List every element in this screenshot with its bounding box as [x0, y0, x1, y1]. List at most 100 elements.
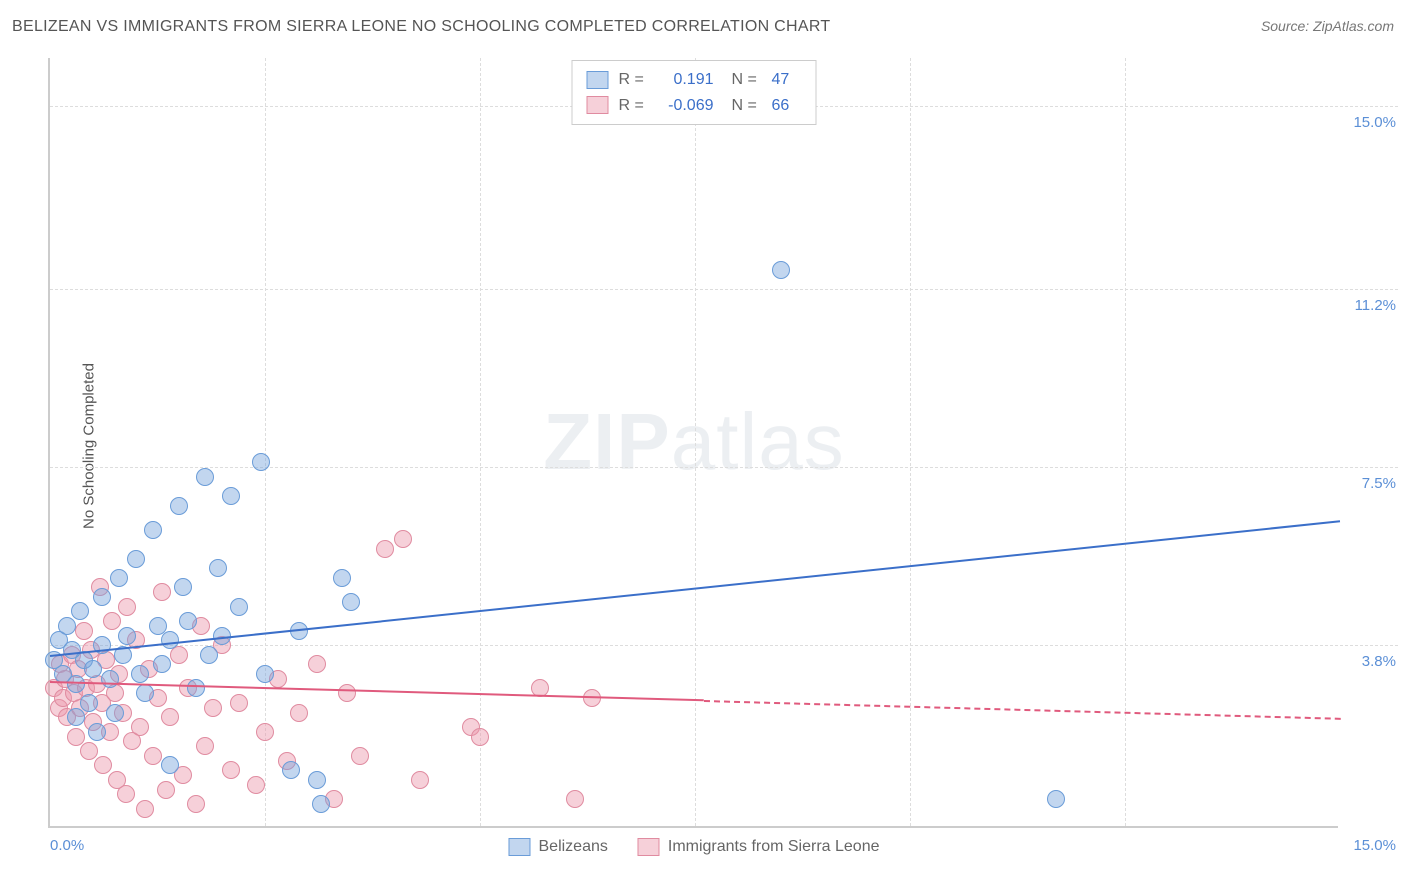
scatter-point-a	[67, 708, 85, 726]
gridline-horizontal	[50, 645, 1398, 646]
scatter-point-a	[256, 665, 274, 683]
x-axis-min-label: 0.0%	[50, 837, 84, 854]
watermark-bold: ZIP	[543, 397, 670, 486]
y-tick-label: 15.0%	[1344, 114, 1396, 131]
gridline-vertical	[695, 58, 696, 826]
scatter-point-b	[308, 655, 326, 673]
scatter-point-b	[157, 781, 175, 799]
scatter-point-a	[93, 588, 111, 606]
scatter-point-b	[67, 728, 85, 746]
legend-r-label: R =	[619, 93, 649, 119]
scatter-point-a	[88, 723, 106, 741]
series-legend-label: Belizeans	[538, 838, 607, 856]
scatter-point-a	[136, 684, 154, 702]
series-legend-label: Immigrants from Sierra Leone	[668, 838, 880, 856]
watermark-rest: atlas	[671, 397, 845, 486]
scatter-point-a	[174, 578, 192, 596]
scatter-point-a	[106, 704, 124, 722]
chart-title: BELIZEAN VS IMMIGRANTS FROM SIERRA LEONE…	[12, 18, 831, 36]
scatter-point-b	[222, 761, 240, 779]
gridline-horizontal	[50, 289, 1398, 290]
legend-n-value: 47	[772, 67, 802, 93]
scatter-point-b	[471, 728, 489, 746]
gridline-vertical	[480, 58, 481, 826]
correlation-legend-row: R =-0.069N =66	[587, 93, 802, 119]
correlation-legend-row: R = 0.191 N = 47	[587, 67, 802, 93]
scatter-point-b	[256, 723, 274, 741]
scatter-point-b	[80, 742, 98, 760]
scatter-point-a	[131, 665, 149, 683]
y-tick-label: 11.2%	[1344, 297, 1396, 314]
scatter-point-b	[153, 583, 171, 601]
scatter-point-b	[290, 704, 308, 722]
scatter-point-b	[187, 795, 205, 813]
scatter-point-a	[58, 617, 76, 635]
y-tick-label: 3.8%	[1344, 653, 1396, 670]
scatter-point-a	[772, 261, 790, 279]
scatter-point-a	[282, 761, 300, 779]
scatter-point-a	[1047, 790, 1065, 808]
scatter-point-a	[333, 569, 351, 587]
source-label: Source: ZipAtlas.com	[1261, 18, 1394, 34]
series-legend: Belizeans Immigrants from Sierra Leone	[508, 838, 879, 856]
legend-swatch	[587, 71, 609, 89]
scatter-point-b	[247, 776, 265, 794]
scatter-point-b	[103, 612, 121, 630]
scatter-point-a	[110, 569, 128, 587]
scatter-point-a	[312, 795, 330, 813]
scatter-point-a	[149, 617, 167, 635]
scatter-point-a	[196, 468, 214, 486]
scatter-point-a	[308, 771, 326, 789]
series-legend-item: Immigrants from Sierra Leone	[638, 838, 880, 856]
scatter-point-a	[161, 756, 179, 774]
scatter-point-a	[342, 593, 360, 611]
scatter-point-a	[127, 550, 145, 568]
scatter-point-b	[117, 785, 135, 803]
scatter-point-b	[230, 694, 248, 712]
scatter-point-b	[566, 790, 584, 808]
scatter-point-a	[230, 598, 248, 616]
plot-area: ZIPatlas R =0.191N =47R =-0.069N =66 0.0…	[48, 58, 1338, 828]
scatter-point-b	[411, 771, 429, 789]
scatter-point-a	[252, 453, 270, 471]
scatter-point-b	[94, 756, 112, 774]
scatter-point-b	[144, 747, 162, 765]
scatter-point-a	[161, 631, 179, 649]
correlation-legend: R =0.191N =47R =-0.069N =66	[572, 60, 817, 125]
gridline-vertical	[910, 58, 911, 826]
scatter-point-b	[161, 708, 179, 726]
scatter-point-b	[75, 622, 93, 640]
scatter-point-a	[209, 559, 227, 577]
legend-n-label: N =	[732, 67, 762, 93]
x-axis-max-label: 15.0%	[1353, 837, 1396, 854]
scatter-point-a	[170, 497, 188, 515]
legend-n-label: N =	[732, 93, 762, 119]
watermark: ZIPatlas	[543, 396, 844, 488]
scatter-point-b	[136, 800, 154, 818]
scatter-point-a	[63, 641, 81, 659]
scatter-point-a	[80, 694, 98, 712]
scatter-point-a	[200, 646, 218, 664]
legend-n-value: 66	[772, 93, 802, 119]
scatter-point-a	[118, 627, 136, 645]
scatter-point-b	[351, 747, 369, 765]
scatter-point-a	[187, 679, 205, 697]
scatter-point-a	[153, 655, 171, 673]
scatter-point-b	[338, 684, 356, 702]
legend-r-label: R =	[619, 67, 649, 93]
legend-swatch	[587, 96, 609, 114]
scatter-point-b	[196, 737, 214, 755]
scatter-point-a	[71, 602, 89, 620]
scatter-point-b	[118, 598, 136, 616]
scatter-point-b	[376, 540, 394, 558]
legend-r-value: 0.191	[659, 67, 714, 93]
scatter-point-b	[394, 530, 412, 548]
scatter-point-a	[144, 521, 162, 539]
scatter-point-a	[222, 487, 240, 505]
regression-line-b-dashed	[704, 700, 1340, 720]
scatter-point-b	[204, 699, 222, 717]
scatter-point-a	[84, 660, 102, 678]
series-legend-item: Belizeans	[508, 838, 607, 856]
gridline-vertical	[265, 58, 266, 826]
scatter-point-a	[179, 612, 197, 630]
